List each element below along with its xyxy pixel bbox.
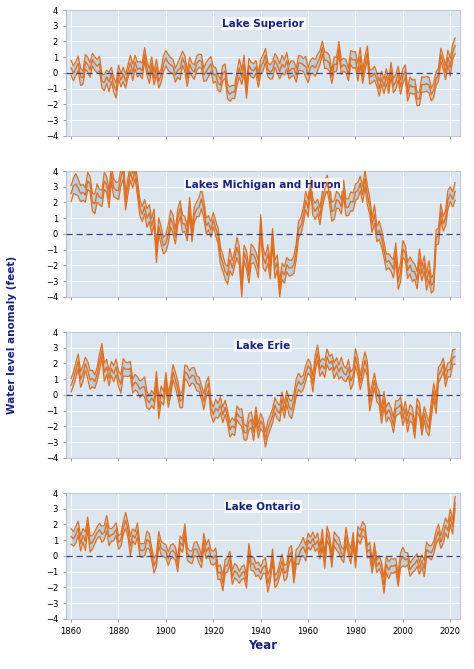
X-axis label: Year: Year	[248, 639, 278, 652]
Text: Lake Erie: Lake Erie	[236, 341, 290, 351]
Text: Lake Superior: Lake Superior	[222, 19, 304, 29]
Text: Lakes Michigan and Huron: Lakes Michigan and Huron	[185, 180, 341, 190]
Text: Water level anomaly (feet): Water level anomaly (feet)	[7, 256, 17, 413]
Text: Lake Ontario: Lake Ontario	[225, 502, 301, 512]
